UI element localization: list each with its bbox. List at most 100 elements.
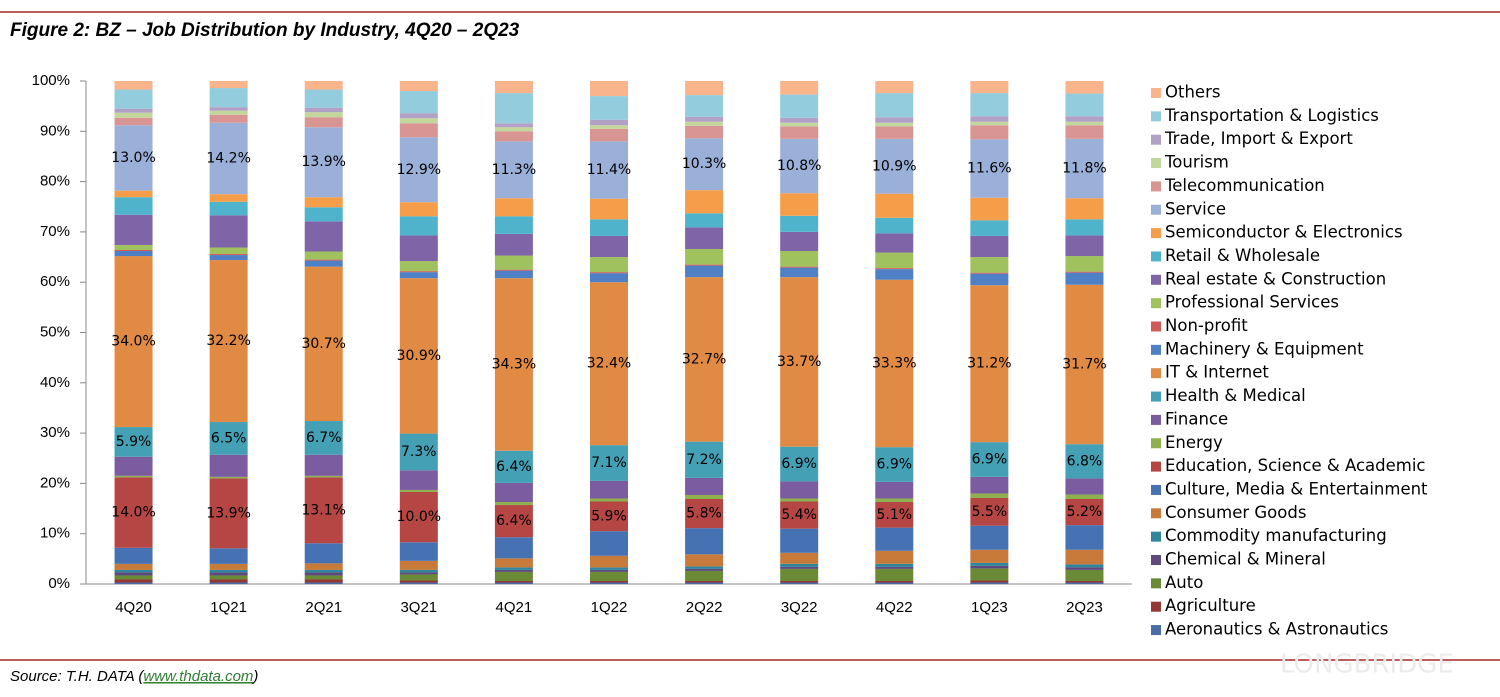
bar-segment — [114, 125, 153, 191]
legend-label: Tourism — [1164, 153, 1229, 172]
bar-segment — [1065, 272, 1104, 285]
bar-segment — [114, 190, 153, 198]
bar-segment — [590, 498, 628, 502]
bar-segment — [494, 482, 533, 503]
bar-segment — [875, 563, 914, 567]
bar-segment — [494, 537, 533, 559]
bar-segment — [780, 552, 819, 564]
x-tick-label: 3Q21 — [400, 599, 437, 616]
data-label: 7.3% — [401, 444, 437, 460]
bar-segment — [209, 260, 248, 423]
bar-segment — [685, 570, 724, 581]
bar-segment — [1065, 138, 1104, 199]
bar-segment — [590, 567, 628, 570]
bar-segment — [780, 528, 819, 553]
bar-segment — [494, 255, 533, 270]
data-label: 30.7% — [301, 336, 345, 352]
bar-segment — [399, 216, 438, 236]
bar-segment — [114, 547, 153, 564]
bar-segment — [304, 475, 343, 478]
bar-segment — [590, 198, 628, 220]
legend-label: Trade, Import & Export — [1164, 129, 1353, 148]
data-label: 10.8% — [777, 158, 821, 174]
y-tick-label: 20% — [40, 474, 70, 491]
legend-label: Health & Medical — [1165, 386, 1306, 405]
bar-segment — [114, 197, 153, 215]
bar-segment — [399, 560, 438, 570]
data-label: 30.9% — [397, 348, 441, 364]
bar-segment — [970, 197, 1009, 221]
x-tick-label: 1Q23 — [971, 599, 1008, 616]
data-label: 6.9% — [781, 456, 817, 472]
bar-segment — [780, 231, 819, 252]
bar-segment — [209, 478, 248, 549]
bar-segment — [590, 582, 628, 584]
data-label: 32.2% — [206, 333, 250, 349]
bar-segment — [209, 563, 248, 570]
bar-segment — [970, 116, 1009, 122]
bar-segment — [399, 81, 438, 92]
bar-segment — [590, 257, 628, 273]
legend-label: Telecommunication — [1164, 176, 1325, 195]
bar-segment — [304, 221, 343, 252]
bar-segment — [780, 126, 819, 139]
x-tick-label: 2Q23 — [1066, 599, 1103, 616]
bar-segment — [685, 580, 724, 583]
bar-segment — [399, 235, 438, 262]
bar-segment — [1065, 125, 1104, 139]
bar-segment — [780, 277, 819, 447]
bar-segment — [1065, 494, 1104, 499]
bar-segment — [875, 217, 914, 234]
bar-segment — [209, 254, 248, 256]
bar-segment — [304, 117, 343, 128]
bar-segment — [494, 198, 533, 217]
x-tick-label: 3Q22 — [781, 599, 818, 616]
legend-swatch — [1151, 508, 1161, 519]
bar-segment — [114, 582, 153, 584]
legend-swatch — [1151, 368, 1161, 379]
bar-segment — [875, 498, 914, 503]
legend-swatch — [1151, 251, 1161, 262]
y-tick-label: 70% — [40, 223, 70, 240]
legend-label: Retail & Wholesale — [1165, 246, 1320, 265]
bar-segment — [780, 267, 819, 278]
bar-segment — [209, 579, 248, 583]
bar-segment — [875, 93, 914, 118]
bar-segment — [685, 494, 724, 499]
data-label: 5.5% — [972, 504, 1008, 520]
bar-segment — [875, 481, 914, 499]
legend-swatch — [1151, 578, 1161, 589]
bar-segment — [1065, 121, 1104, 126]
bar-segment — [1065, 93, 1104, 117]
bar-segment — [494, 502, 533, 506]
bar-segment — [209, 110, 248, 115]
bar-segment — [399, 137, 438, 203]
x-tick-label: 1Q21 — [210, 599, 247, 616]
bar-segment — [780, 138, 819, 194]
source-link[interactable]: www.thdata.com — [143, 668, 253, 685]
bar-segment — [685, 81, 724, 96]
bar-segment — [114, 569, 153, 573]
bar-segment — [494, 131, 533, 142]
bar-segment — [590, 480, 628, 499]
legend-label: Energy — [1165, 433, 1223, 452]
legend-label: Others — [1165, 83, 1220, 102]
bar-segment — [304, 477, 343, 544]
bar-segment — [685, 265, 724, 278]
bar-segment — [590, 128, 628, 142]
bar-segment — [685, 554, 724, 567]
bar-segment — [399, 91, 438, 114]
data-label: 7.2% — [686, 452, 722, 468]
legend-label: Education, Science & Academic — [1165, 456, 1426, 475]
bar-segment — [970, 121, 1009, 126]
data-label: 33.7% — [777, 354, 821, 370]
x-tick-label: 4Q20 — [115, 599, 152, 616]
bar-segment — [399, 572, 438, 575]
bar-segment — [494, 450, 533, 483]
bar-segment — [1065, 116, 1104, 122]
legend-label: Chemical & Mineral — [1165, 550, 1326, 569]
bar-segment — [590, 445, 628, 481]
bar-segment — [304, 569, 343, 573]
legend-swatch — [1151, 134, 1161, 145]
bar-segment — [780, 580, 819, 583]
